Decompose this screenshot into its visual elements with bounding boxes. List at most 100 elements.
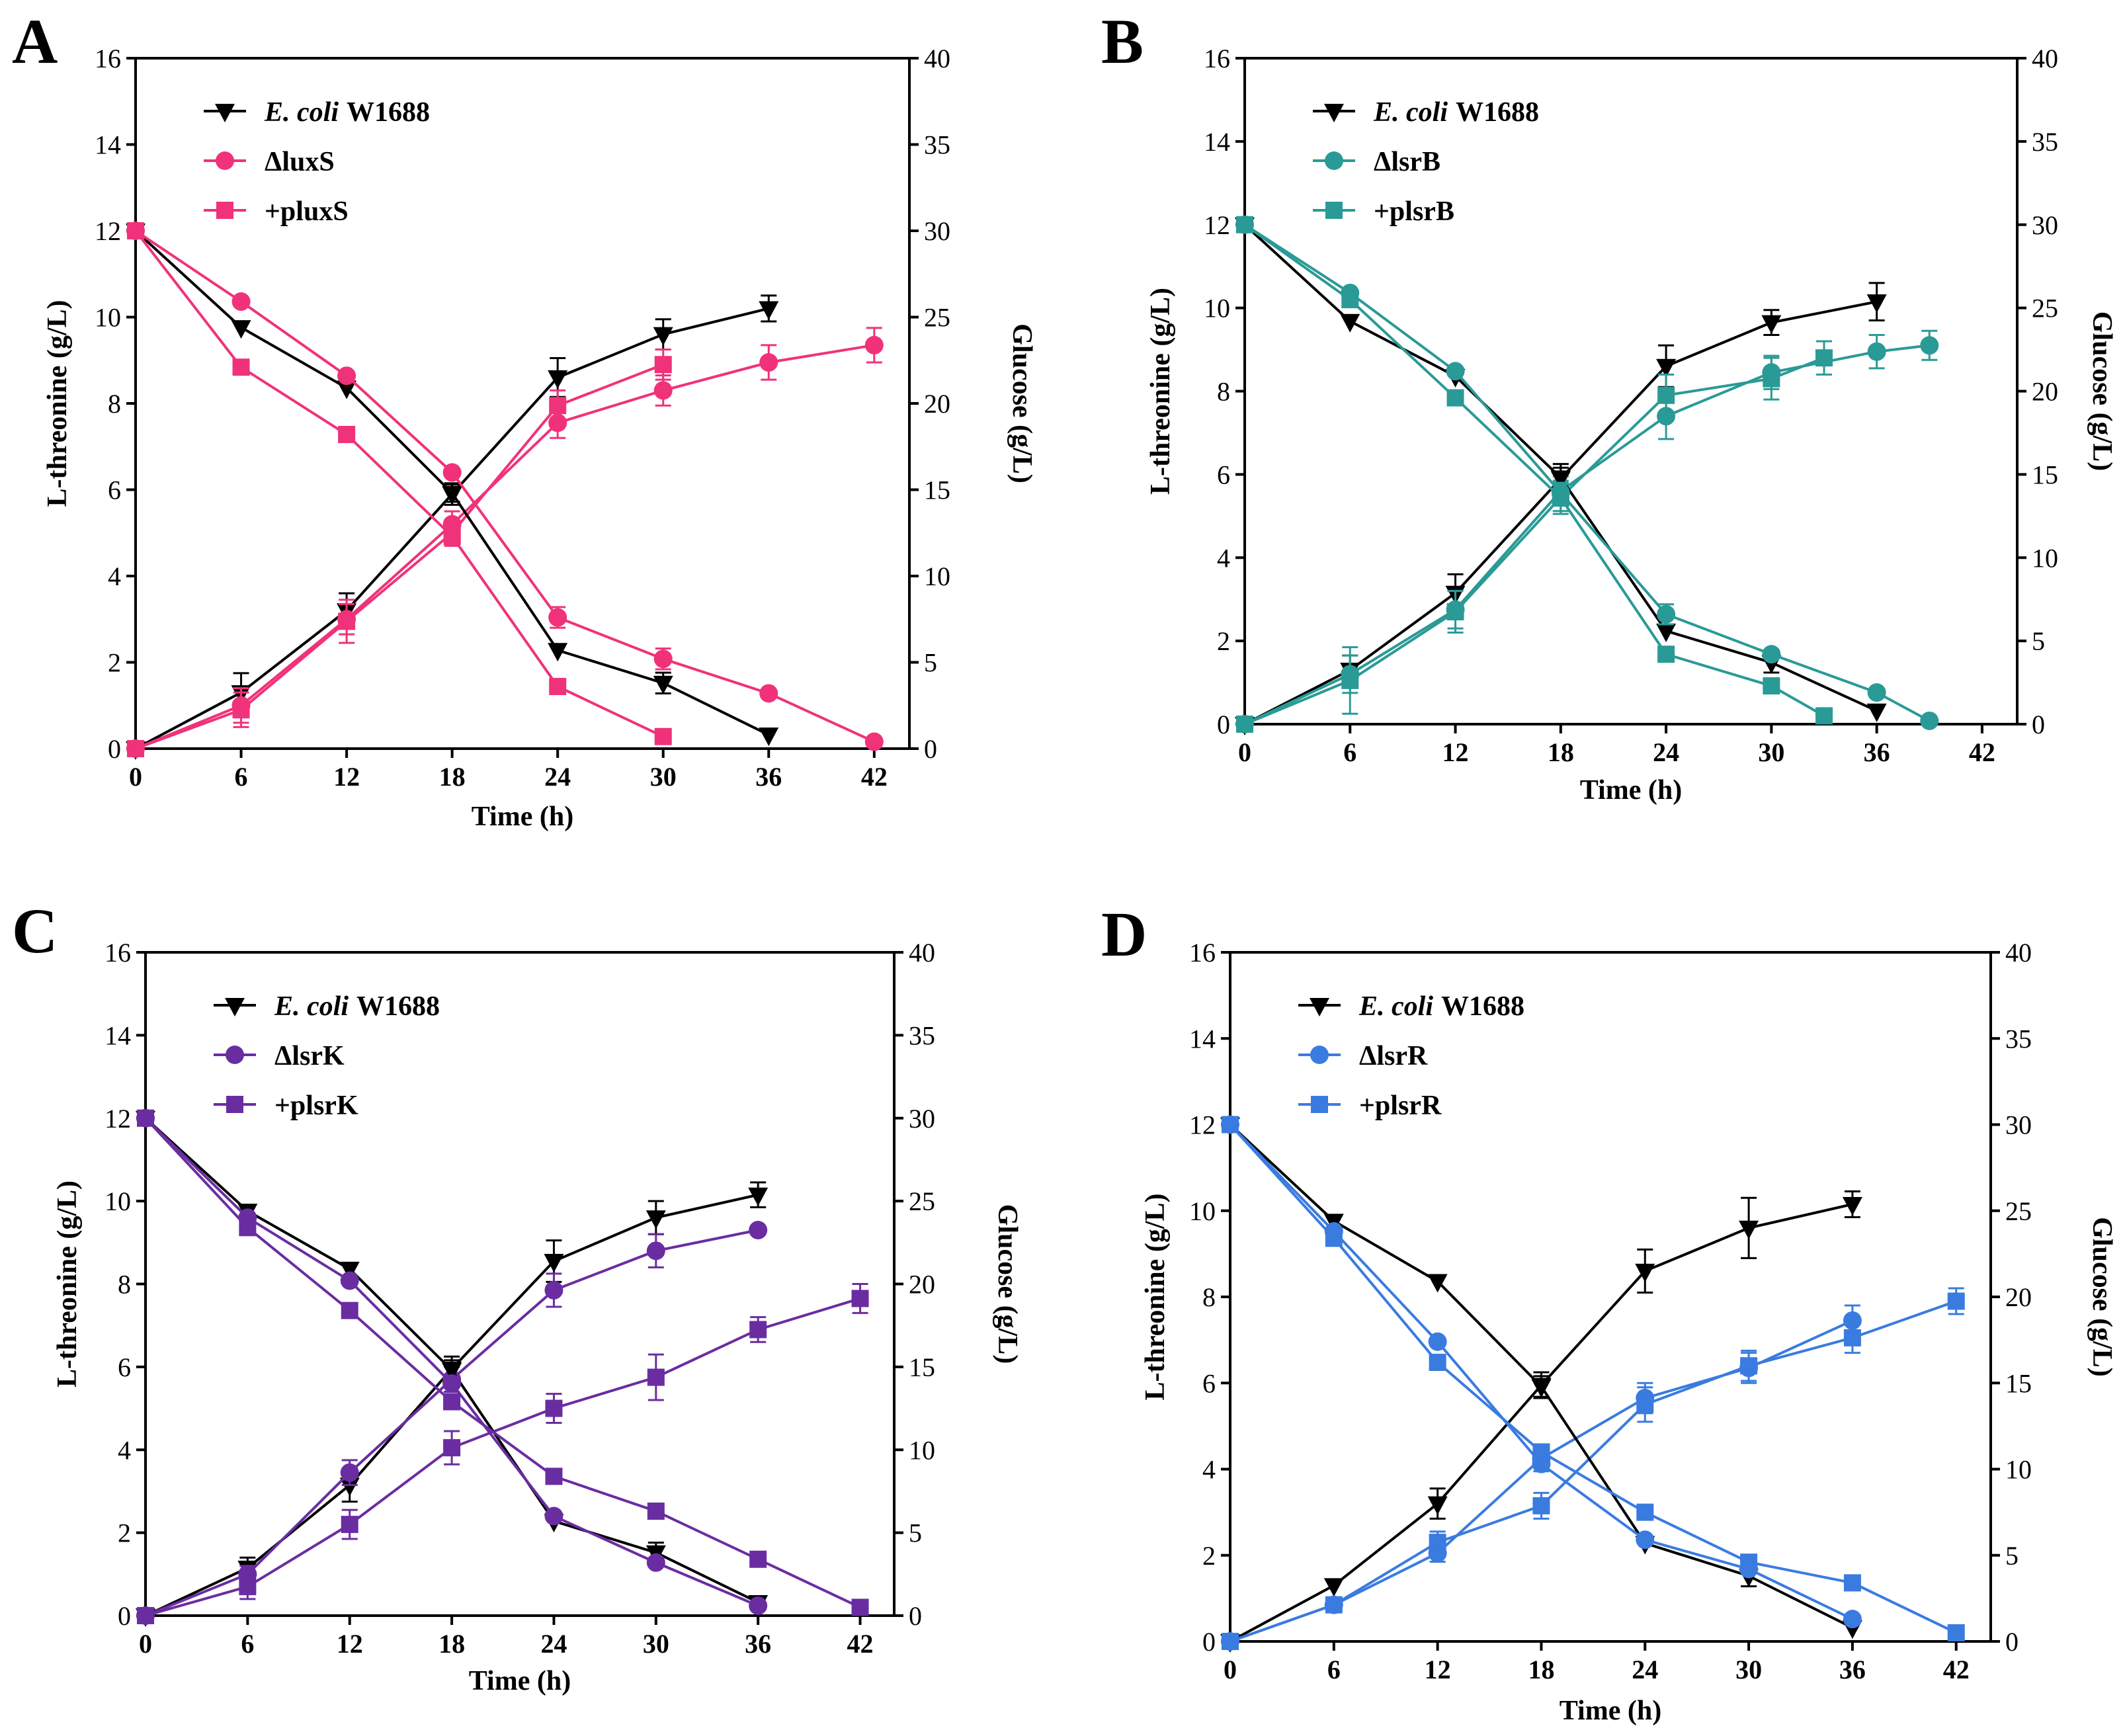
y-left-tick-label: 6 [108,475,121,505]
data-point [442,1374,462,1393]
x-tick-label: 6 [235,762,248,792]
series-glucose-4 [126,222,884,751]
legend-entry: +plsrK [214,1091,358,1121]
series-glucose-3 [1220,1117,1862,1639]
plot-frame [134,57,911,750]
y-right-tick-label: 20 [2032,377,2058,407]
data-point [1866,703,1887,722]
data-point [1763,370,1780,388]
data-point [338,425,356,443]
legend-label: +plsrB [1374,196,1454,227]
plot-frame [1243,57,2019,725]
y-right-tick-label: 25 [924,303,950,333]
x-tick-label: 18 [1548,737,1574,767]
y-left-tick-label: 14 [1204,127,1230,157]
legend-label-italic: E. coli [1373,97,1448,128]
data-point [647,1368,665,1386]
series-threonine-2 [127,348,672,757]
data-point [1427,1496,1448,1515]
y-right-axis-title: Glucose (g/L) [2087,1217,2117,1376]
legend-marker [1325,151,1343,170]
legend-label-text: +plsrK [274,1091,358,1121]
data-point [759,727,779,747]
data-point [1740,1357,1758,1375]
y-right-axis-title: Glucose (g/L) [2087,311,2117,471]
y-right-tick-label: 0 [924,734,937,764]
x-tick-label: 0 [1224,1655,1237,1684]
data-point [1325,1229,1343,1247]
x-tick-label: 12 [333,762,360,792]
data-point [654,356,672,374]
data-point [339,1477,360,1497]
data-point [544,1507,563,1526]
data-point [1656,358,1677,378]
x-tick-label: 30 [643,1629,669,1659]
y-left-tick-label: 10 [104,1186,131,1216]
series-threonine-1 [136,1221,768,1625]
data-point [1340,313,1360,333]
series-line [135,343,875,750]
series-glucose-3 [136,1110,769,1614]
legend-marker [1310,1046,1329,1064]
y-right-tick-label: 35 [2032,127,2058,157]
legend-entry: E. coli W1688 [214,991,440,1022]
panel-a: A0 6 12 18 24 30 36 420246810121416051015202530… [12,6,1037,832]
y-right-tick-label: 30 [909,1104,935,1134]
data-point [341,1302,358,1319]
data-point [646,1241,665,1261]
series-glucose-3 [1235,217,1887,722]
y-right-tick-label: 30 [924,216,950,246]
y-left-tick-label: 4 [1217,543,1230,573]
y-left-tick-label: 4 [118,1435,131,1465]
data-point [646,1553,665,1572]
data-point [646,1210,666,1229]
data-point [340,1271,359,1290]
x-tick-label: 24 [540,1629,567,1659]
x-tick-label: 36 [1864,737,1890,767]
data-point [1815,707,1833,725]
x-tick-label: 30 [1735,1655,1762,1684]
data-point [647,1503,665,1520]
data-point [759,301,779,320]
legend-marker [1310,998,1329,1016]
x-tick-label: 24 [544,762,571,792]
data-point [653,381,673,400]
data-point [239,1219,257,1237]
data-point [239,1578,257,1596]
legend-marker [1324,104,1344,122]
data-point [1920,336,1939,355]
data-point [443,527,461,545]
data-point [1842,1196,1862,1216]
y-right-tick-label: 0 [2005,1627,2019,1657]
legend-label: E. coli W1688 [1373,97,1539,128]
data-point [1636,1395,1654,1413]
data-point [337,380,357,399]
data-point [1636,1503,1654,1521]
y-right-tick-label: 10 [2005,1455,2032,1485]
data-point [1429,1534,1446,1551]
series-glucose-5 [137,1109,869,1616]
data-point [232,701,250,719]
legend-entry: +plsrB [1313,196,1454,227]
data-point [864,732,884,751]
y-left-axis-title: L-threonine (g/L) [1146,288,1176,495]
data-point [654,727,672,745]
y-right-tick-label: 15 [2005,1368,2032,1398]
data-point [1236,716,1253,733]
data-point [545,1467,563,1485]
y-right-tick-label: 10 [924,561,950,591]
data-point [1635,1263,1655,1282]
data-point [1552,489,1569,507]
x-tick-label: 42 [1943,1655,1970,1684]
data-point [442,485,462,505]
y-left-tick-label: 2 [118,1518,131,1548]
x-tick-label: 36 [755,762,782,792]
y-left-tick-label: 0 [108,734,121,764]
data-point [1657,604,1676,624]
legend-entry: +plsrR [1298,1091,1442,1121]
legend-entry: ΔlsrB [1313,147,1440,177]
y-right-tick-label: 5 [924,648,937,678]
series-line [1229,1124,1957,1634]
data-point [1341,671,1359,689]
series-line [144,1117,861,1609]
